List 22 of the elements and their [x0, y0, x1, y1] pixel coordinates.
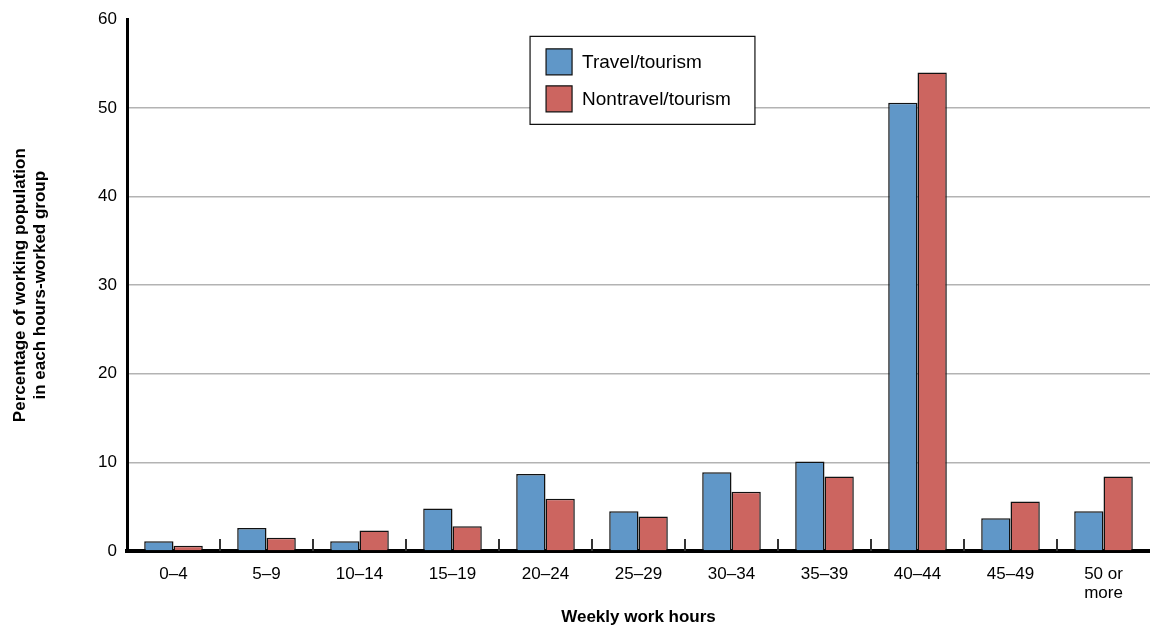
y-tick-label: 50: [98, 97, 117, 117]
x-tick-label: 15–19: [428, 564, 477, 584]
x-tick-label: 40–44: [893, 564, 942, 584]
y-axis-title: Percentage of working population in each hours-worked group: [9, 148, 50, 423]
y-tick-label: 40: [98, 186, 117, 206]
x-tick-label: 0–4: [159, 564, 188, 584]
x-tick-label: 10–14: [335, 564, 384, 584]
y-tick-label: 10: [98, 452, 117, 472]
legend-label: Nontravel/tourism: [582, 88, 731, 110]
x-tick-label: 5–9: [252, 564, 281, 584]
x-tick-label: 20–24: [521, 564, 570, 584]
y-tick-label: 60: [98, 9, 117, 29]
y-tick-label: 20: [98, 363, 117, 383]
x-axis-title: Weekly work hours: [561, 607, 716, 627]
x-tick-label: 50 or more: [1084, 564, 1124, 602]
y-tick-label: 30: [98, 274, 117, 294]
x-tick-label: 25–29: [614, 564, 663, 584]
x-tick-label: 45–49: [986, 564, 1035, 584]
x-tick-label: 30–34: [707, 564, 756, 584]
x-tick-label: 35–39: [800, 564, 849, 584]
y-tick-label: 0: [107, 540, 117, 560]
legend-label: Travel/tourism: [582, 51, 702, 73]
